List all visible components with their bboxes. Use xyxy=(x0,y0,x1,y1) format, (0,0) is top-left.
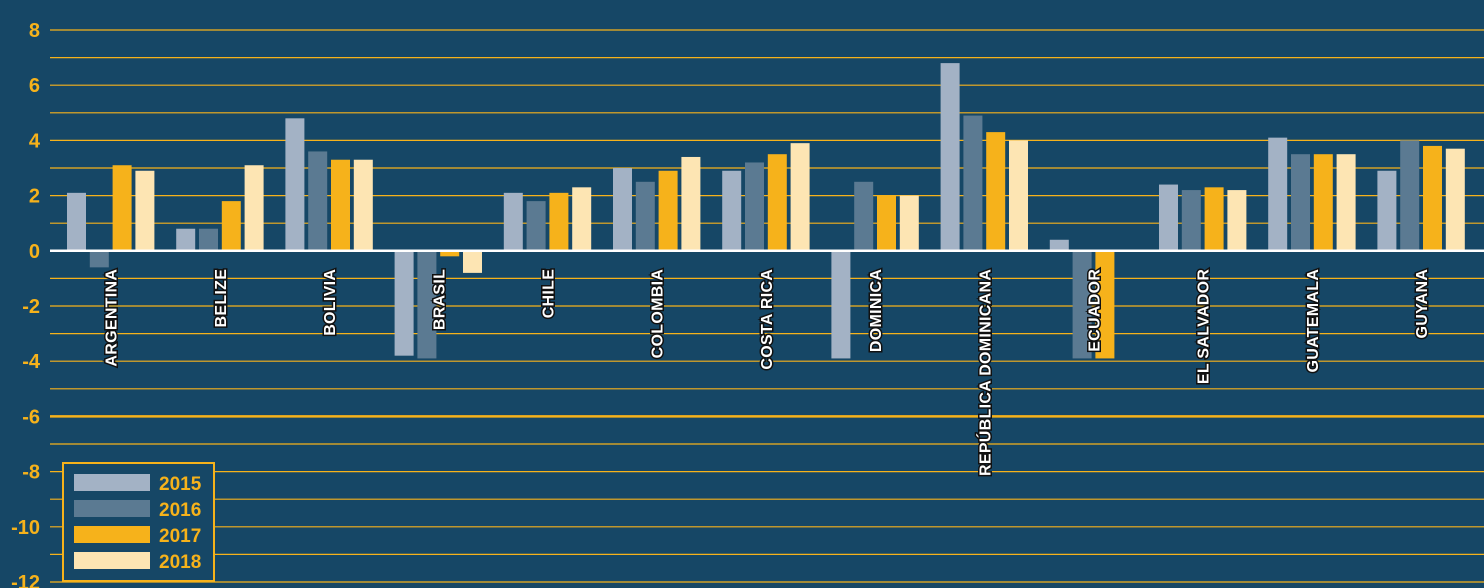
category-label: EL SALVADOR xyxy=(1196,269,1213,384)
y-tick-label: 8 xyxy=(29,20,40,42)
y-tick-label: -8 xyxy=(22,462,40,484)
bar xyxy=(440,250,460,257)
bar xyxy=(1159,184,1178,251)
bar xyxy=(308,151,328,251)
category-label: ARGENTINA xyxy=(104,269,121,367)
bar xyxy=(899,195,919,251)
bar xyxy=(722,170,742,251)
category-labels: ARGENTINA BELIZE BOLIVIA BRASIL CHILE COLOMBI… xyxy=(102,267,1432,477)
bar xyxy=(1423,145,1442,251)
legend-swatch xyxy=(74,552,150,569)
category-label: GUYANA xyxy=(1414,269,1431,339)
y-tick-label: -4 xyxy=(22,351,41,373)
legend-swatch xyxy=(74,500,150,517)
y-tick-label: 2 xyxy=(29,186,40,208)
bar xyxy=(112,165,132,251)
bar xyxy=(1313,154,1333,251)
bar xyxy=(1095,250,1115,359)
category-label: GUATEMALA xyxy=(1305,269,1322,373)
y-tick-label: -10 xyxy=(11,517,40,539)
bar xyxy=(89,250,109,268)
bar xyxy=(986,132,1006,251)
category-label: DOMINICA xyxy=(868,269,885,352)
y-tick-label: -12 xyxy=(11,572,40,588)
bar xyxy=(658,170,678,251)
bar xyxy=(67,192,86,251)
legend-label: 2015 xyxy=(159,474,202,495)
bar xyxy=(572,187,592,251)
bar xyxy=(1049,239,1069,251)
category-label: BRASIL xyxy=(431,269,448,330)
bar xyxy=(940,63,960,251)
bar xyxy=(1268,137,1288,251)
bar xyxy=(877,195,896,251)
bar xyxy=(1072,250,1092,359)
bar xyxy=(963,115,983,251)
bar xyxy=(526,201,546,251)
category-label: BELIZE xyxy=(213,269,230,328)
y-axis-ticks: 8 6 4 2 0 -2 -4 -6 -8 -10 -12 xyxy=(11,20,41,588)
y-tick-label: 6 xyxy=(29,75,40,97)
bar xyxy=(394,250,414,356)
bar xyxy=(1445,148,1465,251)
category-label: ECUADOR xyxy=(1087,269,1104,352)
bars xyxy=(67,63,1465,359)
bar xyxy=(1291,154,1310,251)
bar xyxy=(417,250,437,359)
category-label: BOLIVIA xyxy=(322,269,339,336)
bar xyxy=(199,228,218,251)
bar xyxy=(221,201,241,251)
bar xyxy=(745,162,764,251)
category-label: REPÚBLICA DOMINICANA xyxy=(975,269,994,476)
bar xyxy=(1227,190,1247,251)
bar xyxy=(854,181,874,251)
bar xyxy=(1204,187,1224,251)
bar xyxy=(613,168,632,251)
bar xyxy=(353,159,373,251)
bar xyxy=(1181,190,1201,251)
bar xyxy=(463,250,482,273)
bar xyxy=(831,250,851,359)
legend-label: 2017 xyxy=(159,526,201,547)
bar xyxy=(135,170,155,251)
bar xyxy=(244,165,264,251)
bar xyxy=(285,118,305,251)
bar xyxy=(1377,170,1397,251)
bar xyxy=(176,228,196,251)
bar xyxy=(767,154,787,251)
legend-swatch xyxy=(74,474,150,491)
legend-swatch xyxy=(74,526,150,543)
y-tick-label: 4 xyxy=(29,130,41,152)
category-label: COSTA RICA xyxy=(759,269,776,370)
category-label: COLOMBIA xyxy=(650,269,667,359)
bar xyxy=(635,181,655,251)
bar xyxy=(331,159,350,251)
bar xyxy=(503,192,523,251)
bar xyxy=(681,156,701,251)
category-label: CHILE xyxy=(541,269,558,319)
bar xyxy=(1400,140,1420,251)
legend-label: 2018 xyxy=(159,552,201,573)
y-tick-label: -2 xyxy=(22,296,40,318)
bar xyxy=(549,192,569,251)
y-tick-label: 0 xyxy=(29,241,40,263)
bar xyxy=(790,143,810,251)
y-tick-label: -6 xyxy=(22,406,40,428)
bar xyxy=(1336,154,1356,251)
legend: 2015 2016 2017 2018 xyxy=(62,462,215,582)
bar xyxy=(1009,140,1028,251)
legend-label: 2016 xyxy=(159,500,201,521)
